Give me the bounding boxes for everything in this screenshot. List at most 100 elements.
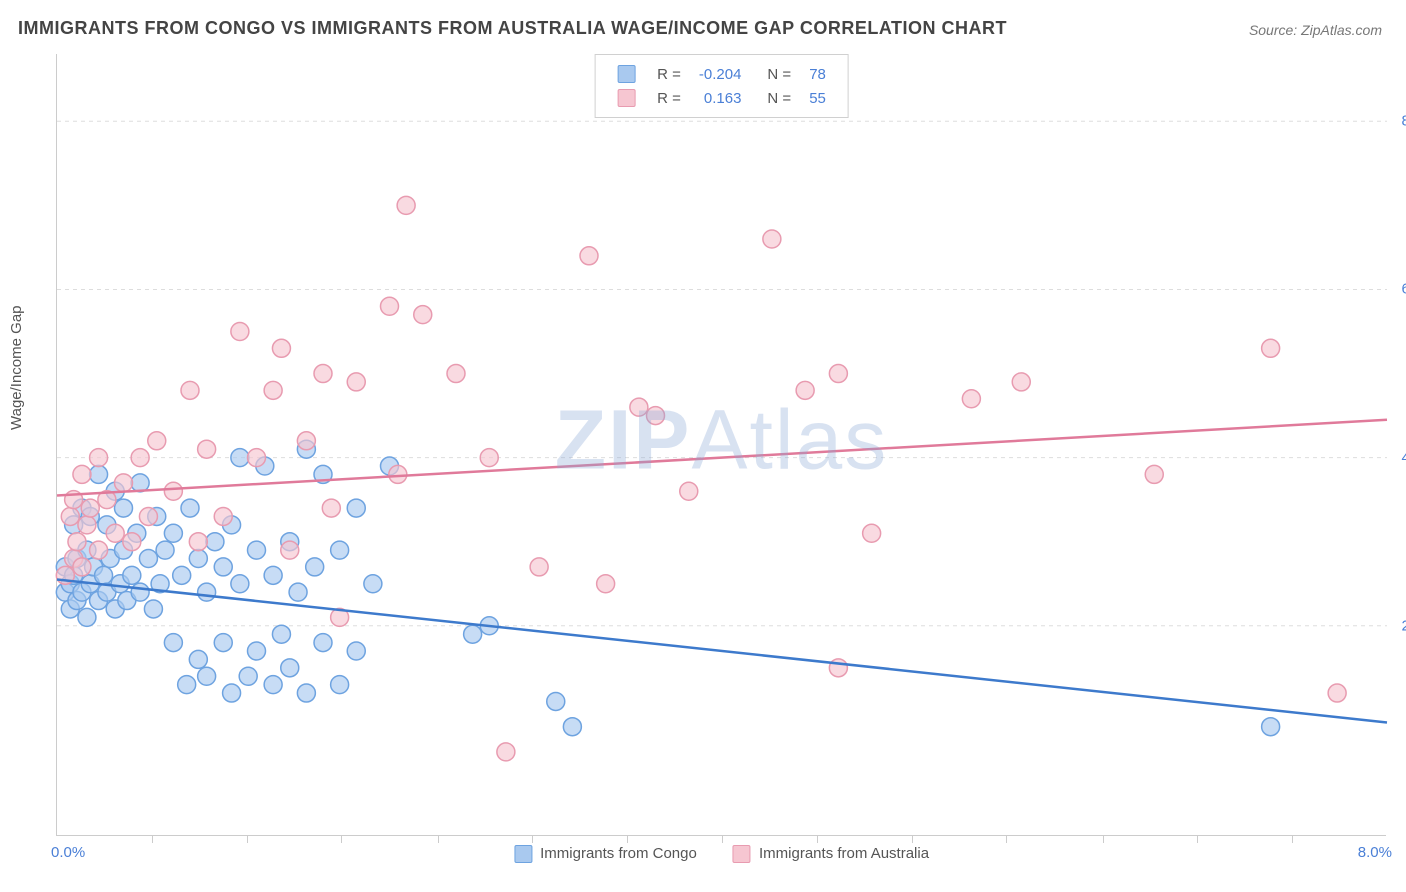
x-tick-label: 0.0% — [51, 844, 85, 861]
legend-n-label: N = — [751, 63, 799, 85]
data-point-australia — [530, 558, 548, 576]
data-point-australia — [1012, 373, 1030, 391]
data-point-congo — [206, 533, 224, 551]
data-point-australia — [248, 449, 266, 467]
legend-item: Immigrants from Australia — [733, 845, 929, 863]
data-point-australia — [115, 474, 133, 492]
x-tick-mark — [627, 835, 628, 843]
x-tick-mark — [1103, 835, 1104, 843]
legend-swatch — [617, 65, 635, 83]
data-point-australia — [314, 365, 332, 383]
data-point-congo — [563, 718, 581, 736]
data-point-australia — [181, 381, 199, 399]
data-point-congo — [115, 499, 133, 517]
data-point-australia — [680, 482, 698, 500]
data-point-congo — [272, 625, 290, 643]
data-point-congo — [181, 499, 199, 517]
data-point-australia — [106, 524, 124, 542]
data-point-australia — [580, 247, 598, 265]
correlation-legend: R =-0.204N =78R =0.163N =55 — [594, 54, 849, 118]
legend-label: Immigrants from Australia — [759, 845, 929, 862]
data-point-australia — [272, 339, 290, 357]
data-point-congo — [123, 566, 141, 584]
data-point-australia — [763, 230, 781, 248]
chart-title: IMMIGRANTS FROM CONGO VS IMMIGRANTS FROM… — [18, 18, 1007, 39]
data-point-congo — [156, 541, 174, 559]
data-point-australia — [189, 533, 207, 551]
x-tick-mark — [722, 835, 723, 843]
data-point-congo — [131, 583, 149, 601]
legend-swatch — [617, 89, 635, 107]
legend-item: Immigrants from Congo — [514, 845, 697, 863]
x-tick-mark — [532, 835, 533, 843]
plot-area: ZIPAtlas R =-0.204N =78R =0.163N =55 Imm… — [56, 54, 1386, 836]
chart-svg — [57, 54, 1386, 835]
y-tick-label: 40.0% — [1401, 449, 1406, 466]
data-point-australia — [397, 196, 415, 214]
legend-r-label: R = — [649, 63, 689, 85]
data-point-australia — [497, 743, 515, 761]
data-point-australia — [231, 322, 249, 340]
data-point-congo — [289, 583, 307, 601]
legend-r-label: R = — [649, 87, 689, 109]
x-tick-mark — [152, 835, 153, 843]
data-point-congo — [95, 566, 113, 584]
data-point-congo — [189, 650, 207, 668]
data-point-congo — [144, 600, 162, 618]
data-point-australia — [796, 381, 814, 399]
data-point-australia — [1145, 465, 1163, 483]
data-point-congo — [364, 575, 382, 593]
data-point-australia — [61, 507, 79, 525]
data-point-congo — [239, 667, 257, 685]
data-point-congo — [214, 634, 232, 652]
data-point-australia — [73, 558, 91, 576]
data-point-australia — [139, 507, 157, 525]
data-point-australia — [597, 575, 615, 593]
data-point-australia — [829, 659, 847, 677]
data-point-congo — [223, 684, 241, 702]
data-point-australia — [647, 407, 665, 425]
data-point-australia — [1328, 684, 1346, 702]
data-point-congo — [306, 558, 324, 576]
data-point-congo — [198, 667, 216, 685]
x-tick-mark — [817, 835, 818, 843]
x-tick-mark — [1197, 835, 1198, 843]
x-tick-mark — [247, 835, 248, 843]
data-point-australia — [214, 507, 232, 525]
data-point-australia — [131, 449, 149, 467]
data-point-australia — [78, 516, 96, 534]
y-axis-label: Wage/Income Gap — [8, 305, 25, 430]
data-point-australia — [164, 482, 182, 500]
data-point-congo — [231, 575, 249, 593]
data-point-congo — [248, 642, 266, 660]
data-point-congo — [1262, 718, 1280, 736]
data-point-congo — [347, 499, 365, 517]
data-point-congo — [281, 659, 299, 677]
data-point-australia — [322, 499, 340, 517]
data-point-australia — [447, 365, 465, 383]
data-point-congo — [164, 634, 182, 652]
data-point-australia — [347, 373, 365, 391]
data-point-congo — [231, 449, 249, 467]
data-point-australia — [148, 432, 166, 450]
legend-swatch — [514, 845, 532, 863]
data-point-australia — [81, 499, 99, 517]
data-point-congo — [90, 465, 108, 483]
data-point-congo — [331, 676, 349, 694]
legend-n-value: 78 — [801, 63, 834, 85]
legend-label: Immigrants from Congo — [540, 845, 697, 862]
data-point-australia — [480, 449, 498, 467]
data-point-australia — [1262, 339, 1280, 357]
data-point-australia — [90, 541, 108, 559]
data-point-congo — [178, 676, 196, 694]
x-tick-mark — [1292, 835, 1293, 843]
data-point-australia — [297, 432, 315, 450]
data-point-australia — [123, 533, 141, 551]
data-point-congo — [264, 566, 282, 584]
legend-swatch — [733, 845, 751, 863]
data-point-congo — [248, 541, 266, 559]
legend-r-value: -0.204 — [691, 63, 750, 85]
y-tick-label: 60.0% — [1401, 281, 1406, 298]
y-tick-label: 80.0% — [1401, 113, 1406, 130]
data-point-congo — [264, 676, 282, 694]
